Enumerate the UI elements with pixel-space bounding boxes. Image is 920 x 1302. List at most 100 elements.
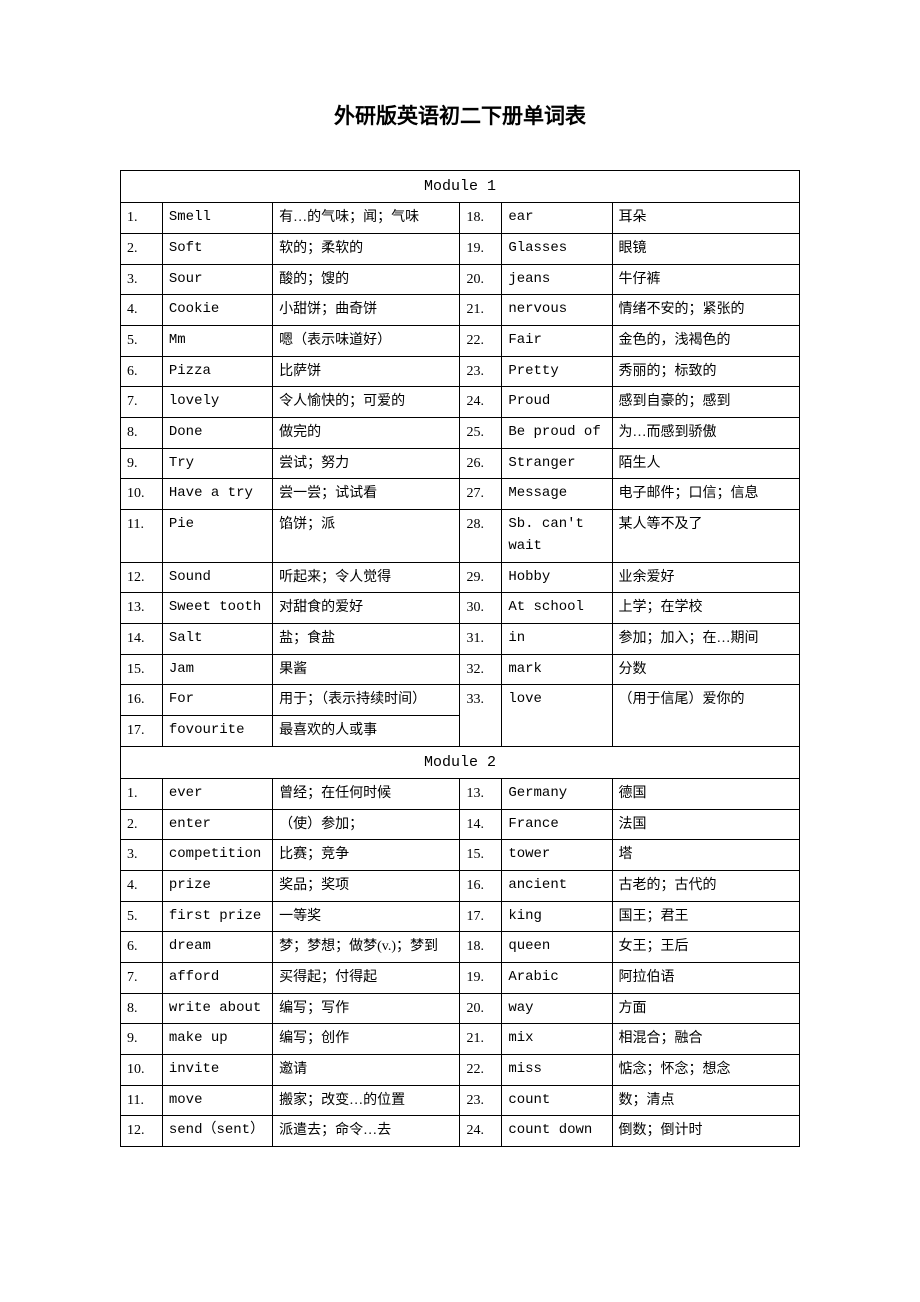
chinese-meaning: 买得起；付得起 <box>273 963 460 994</box>
row-number: 8. <box>121 418 163 449</box>
chinese-meaning: 尝一尝；试试看 <box>273 479 460 510</box>
english-word: Salt <box>162 623 272 654</box>
english-word: way <box>502 993 612 1024</box>
english-word: ancient <box>502 870 612 901</box>
table-row: 1.Smell有…的气味；闻；气味18.ear耳朵 <box>121 203 800 234</box>
chinese-meaning: 有…的气味；闻；气味 <box>273 203 460 234</box>
row-number: 24. <box>460 387 502 418</box>
row-number: 18. <box>460 203 502 234</box>
row-number: 13. <box>121 593 163 624</box>
table-row: 3.competition比赛；竞争15.tower塔 <box>121 840 800 871</box>
english-word: Smell <box>162 203 272 234</box>
chinese-meaning: 曾经；在任何时候 <box>273 778 460 809</box>
english-word: Germany <box>502 778 612 809</box>
row-number: 16. <box>121 685 163 716</box>
english-word: count down <box>502 1116 612 1147</box>
row-number: 22. <box>460 326 502 357</box>
english-word: prize <box>162 870 272 901</box>
english-word: Arabic <box>502 963 612 994</box>
english-word: Done <box>162 418 272 449</box>
english-word: mark <box>502 654 612 685</box>
chinese-meaning: 令人愉快的；可爱的 <box>273 387 460 418</box>
chinese-meaning: 听起来；令人觉得 <box>273 562 460 593</box>
row-number: 29. <box>460 562 502 593</box>
chinese-meaning: 盐；食盐 <box>273 623 460 654</box>
chinese-meaning: 小甜饼；曲奇饼 <box>273 295 460 326</box>
english-word: in <box>502 623 612 654</box>
chinese-meaning: 金色的，浅褐色的 <box>612 326 799 357</box>
row-number: 30. <box>460 593 502 624</box>
chinese-meaning: 耳朵 <box>612 203 799 234</box>
chinese-meaning: 业余爱好 <box>612 562 799 593</box>
english-word: Try <box>162 448 272 479</box>
chinese-meaning: 果酱 <box>273 654 460 685</box>
row-number: 9. <box>121 448 163 479</box>
chinese-meaning: 尝试；努力 <box>273 448 460 479</box>
chinese-meaning: 陌生人 <box>612 448 799 479</box>
table-row: 9.make up编写；创作21.mix相混合；融合 <box>121 1024 800 1055</box>
english-word: count <box>502 1085 612 1116</box>
english-word: enter <box>162 809 272 840</box>
chinese-meaning: 惦念；怀念；想念 <box>612 1055 799 1086</box>
english-word: Pizza <box>162 356 272 387</box>
chinese-meaning: 对甜食的爱好 <box>273 593 460 624</box>
english-word: At school <box>502 593 612 624</box>
module-header: Module 2 <box>121 746 800 778</box>
row-number: 33. <box>460 685 502 746</box>
row-number: 28. <box>460 510 502 562</box>
row-number: 19. <box>460 233 502 264</box>
chinese-meaning: 牛仔裤 <box>612 264 799 295</box>
chinese-meaning: 比赛；竞争 <box>273 840 460 871</box>
english-word: Stranger <box>502 448 612 479</box>
chinese-meaning: 上学；在学校 <box>612 593 799 624</box>
row-number: 7. <box>121 387 163 418</box>
row-number: 10. <box>121 1055 163 1086</box>
chinese-meaning: 一等奖 <box>273 901 460 932</box>
english-word: first prize <box>162 901 272 932</box>
chinese-meaning: 梦；梦想；做梦(v.)；梦到 <box>273 932 460 963</box>
chinese-meaning: 倒数；倒计时 <box>612 1116 799 1147</box>
row-number: 10. <box>121 479 163 510</box>
chinese-meaning: 阿拉伯语 <box>612 963 799 994</box>
chinese-meaning: 相混合；融合 <box>612 1024 799 1055</box>
chinese-meaning: 嗯（表示味道好） <box>273 326 460 357</box>
chinese-meaning: 女王；王后 <box>612 932 799 963</box>
chinese-meaning: 最喜欢的人或事 <box>273 715 460 746</box>
english-word: France <box>502 809 612 840</box>
chinese-meaning: 做完的 <box>273 418 460 449</box>
row-number: 5. <box>121 901 163 932</box>
row-number: 7. <box>121 963 163 994</box>
english-word: lovely <box>162 387 272 418</box>
english-word: afford <box>162 963 272 994</box>
row-number: 19. <box>460 963 502 994</box>
english-word: jeans <box>502 264 612 295</box>
row-number: 2. <box>121 233 163 264</box>
chinese-meaning: 馅饼；派 <box>273 510 460 562</box>
chinese-meaning: 软的；柔软的 <box>273 233 460 264</box>
row-number: 17. <box>121 715 163 746</box>
chinese-meaning: 方面 <box>612 993 799 1024</box>
chinese-meaning: （使）参加； <box>273 809 460 840</box>
row-number: 31. <box>460 623 502 654</box>
english-word: queen <box>502 932 612 963</box>
row-number: 12. <box>121 1116 163 1147</box>
english-word: Sound <box>162 562 272 593</box>
english-word: Be proud of <box>502 418 612 449</box>
english-word: Message <box>502 479 612 510</box>
table-row: 12.Sound听起来；令人觉得29.Hobby业余爱好 <box>121 562 800 593</box>
row-number: 26. <box>460 448 502 479</box>
table-row: 2.Soft软的；柔软的19.Glasses眼镜 <box>121 233 800 264</box>
chinese-meaning: 法国 <box>612 809 799 840</box>
english-word: Glasses <box>502 233 612 264</box>
chinese-meaning: 搬家；改变…的位置 <box>273 1085 460 1116</box>
row-number: 3. <box>121 840 163 871</box>
row-number: 11. <box>121 1085 163 1116</box>
row-number: 9. <box>121 1024 163 1055</box>
chinese-meaning: 某人等不及了 <box>612 510 799 562</box>
module-header: Module 1 <box>121 171 800 203</box>
row-number: 27. <box>460 479 502 510</box>
row-number: 11. <box>121 510 163 562</box>
english-word: move <box>162 1085 272 1116</box>
table-row: 15.Jam果酱32.mark分数 <box>121 654 800 685</box>
chinese-meaning: 秀丽的；标致的 <box>612 356 799 387</box>
